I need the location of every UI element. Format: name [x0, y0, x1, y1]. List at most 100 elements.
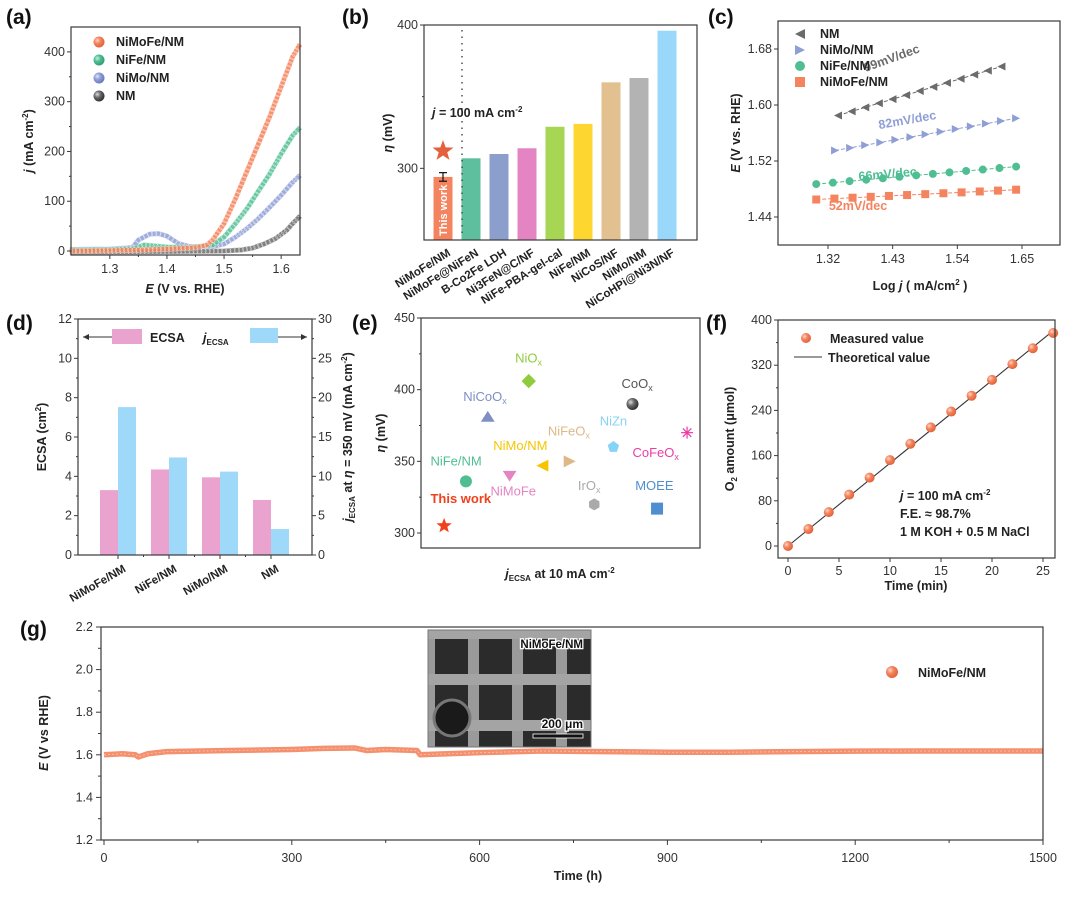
- data-point: [250, 152, 257, 159]
- x-category-label: NiMoFe/NM: [68, 563, 128, 605]
- y2-axis-label: jECSA at η = 350 mV (mA cm-2): [340, 352, 357, 524]
- data-point: [257, 137, 263, 143]
- data-point: [921, 130, 930, 139]
- legend-label: NM: [820, 27, 839, 41]
- data-point: [862, 175, 871, 184]
- point-label-text: IrO: [578, 478, 596, 493]
- x-category-label: NM: [260, 563, 281, 582]
- data-point: [217, 248, 223, 254]
- x-tick-label: 1.54: [945, 252, 969, 266]
- data-point: [127, 247, 134, 254]
- x-tick-label: 1.32: [816, 252, 840, 266]
- data-point: [147, 246, 154, 253]
- y-tick-label: 2: [65, 509, 72, 523]
- point-label-text: NiZn: [600, 414, 627, 429]
- data-point: [180, 245, 187, 252]
- data-point: [143, 246, 150, 253]
- bar-ecsa-NM: [253, 499, 271, 555]
- data-point: [257, 242, 264, 249]
- data-point: [261, 241, 267, 247]
- data-point: [936, 127, 945, 136]
- data-point: [903, 191, 912, 200]
- plot-area: [100, 407, 289, 555]
- y-tick-label: 1.4: [76, 790, 93, 804]
- x-tick-label: 1200: [841, 851, 869, 865]
- point-label-text: MOEE: [635, 478, 674, 493]
- data-point: [884, 191, 893, 200]
- data-point: [293, 47, 300, 54]
- data-point: [272, 98, 279, 105]
- data-point: [226, 227, 233, 234]
- y2-axis-label-eta: η: [341, 470, 355, 478]
- plot-area: [783, 327, 1059, 551]
- data-point: [830, 194, 839, 203]
- measured-point: [987, 374, 997, 385]
- data-point: [278, 192, 285, 199]
- data-point: [102, 247, 109, 254]
- point-label: NiOx: [515, 350, 542, 367]
- legend-label-ecsa: ECSA: [150, 331, 185, 345]
- point-label: NiMoFe: [491, 484, 537, 499]
- y-tick-label: 200: [44, 144, 65, 158]
- point-label: IrOx: [578, 478, 601, 495]
- y-tick-label: 0: [65, 548, 72, 562]
- axes-frame: [777, 319, 1056, 559]
- legend: NM NiMo/NM NiFe/NM NiMoFe/NM: [795, 27, 888, 89]
- data-point: [265, 117, 272, 124]
- data-point: [260, 129, 267, 136]
- y2-axis-label-symbol: j: [341, 518, 355, 524]
- y-tick-label: 1.8: [76, 705, 93, 719]
- data-point: [966, 122, 975, 131]
- panel-d-ecsa-bars: (d) 0 2 4 6 8 10 12 0 5 10 15 20 25 30 NiMoFe/NM NiFe/N…: [6, 312, 357, 605]
- data-point: [957, 188, 966, 197]
- data-point-This work: [436, 517, 452, 533]
- panel-label: (a): [6, 6, 32, 29]
- data-point: [261, 125, 268, 132]
- bar-jecsa-NM: [271, 529, 289, 555]
- y-tick-label: 2.2: [76, 620, 93, 634]
- x-axis-label: E (V vs. RHE): [145, 282, 224, 296]
- data-point: [242, 246, 248, 253]
- x-tick-label: 1.5: [215, 262, 232, 276]
- data-point: [221, 234, 227, 240]
- panel-label: (d): [6, 312, 33, 335]
- x-tick-label: 1.65: [1010, 252, 1034, 266]
- legend-marker: [93, 36, 105, 48]
- data-point: [229, 247, 236, 254]
- axes: 0 2 4 6 8 10 12 0 5 10 15 20 25 30 NiMoFe/NM NiFe/NM NiM…: [58, 312, 332, 605]
- data-point: [286, 182, 293, 189]
- faradaic-efficiency-note: F.E. ≈ 98.7%: [900, 507, 971, 521]
- sem-pore: [432, 698, 472, 738]
- data-point: [131, 247, 138, 253]
- point-label-sub: x: [502, 396, 507, 406]
- this-work-label: This work: [438, 184, 450, 236]
- data-point: [164, 246, 170, 252]
- axes: 1.44 1.52 1.60 1.68 1.32 1.43 1.54 1.65: [748, 42, 1035, 266]
- legend-swatch-ecsa: [112, 329, 142, 344]
- panel-b-overpotential-bars: (b) This work 300400NiMoFe/NMNiMoFe@NiFe…: [342, 6, 698, 311]
- y-tick-label: 300: [44, 95, 65, 109]
- data-point: [135, 247, 142, 253]
- series-line-NM: [69, 214, 302, 255]
- data-point: [268, 167, 275, 174]
- data-point: [282, 72, 289, 79]
- data-point: [951, 125, 960, 134]
- measured-point: [1007, 359, 1018, 370]
- y-tick-label: 320: [751, 358, 772, 372]
- y-axis-label-o: O: [723, 481, 737, 491]
- y-axis-label-text: (mV): [374, 414, 388, 445]
- data-point: [243, 168, 250, 175]
- electrolyte-note: 1 M KOH + 0.5 M NaCl: [900, 525, 1030, 539]
- data-point: [184, 245, 191, 251]
- y2-axis-label-sub: ECSA: [348, 496, 357, 518]
- data-point: [278, 83, 285, 90]
- measured-point: [966, 390, 977, 401]
- panel-f-faradaic-efficiency: (f) 0 80 160 240 320 400 0 5 10 15 20 25 Time (min)…: [706, 312, 1059, 593]
- data-point-NiCoO: [480, 410, 495, 422]
- axes-frame: [777, 20, 1061, 246]
- data-point: [233, 247, 240, 254]
- y-tick-label: 350: [394, 454, 415, 468]
- legend: Measured value Theoretical value: [794, 332, 930, 365]
- data-point: [253, 243, 260, 250]
